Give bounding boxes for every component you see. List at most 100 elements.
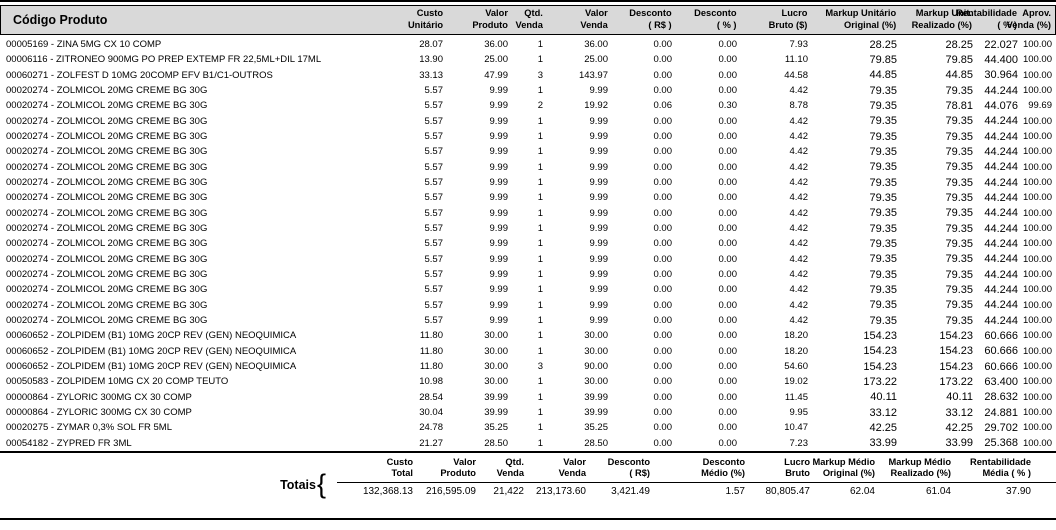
value-cell: 79.35 [869,253,897,266]
value-cell: 1 [537,284,543,296]
value-cell: 79.35 [945,222,973,235]
value-cell: 9.99 [589,315,609,327]
value-cell: 44.244 [984,222,1018,235]
value-cell: 0.00 [653,192,673,204]
value-cell: 28.25 [945,38,973,51]
product-cell: 00020274 - ZOLMICOL 20MG CREME BG 30G [6,253,208,265]
value-cell: 1 [537,146,543,158]
value-cell: 33.99 [945,437,973,450]
value-cell: 8.78 [789,100,809,112]
value-cell: 79.35 [869,130,897,143]
table-row: 00020274 - ZOLMICOL 20MG CREME BG 30G 5.5… [0,144,1056,159]
value-cell: 9.99 [589,161,609,173]
value-cell: 100.00 [1022,207,1052,219]
totals-header-line2: Bruto [785,468,810,479]
value-cell: 0.00 [718,39,738,51]
table-row: 00020274 - ZOLMICOL 20MG CREME BG 30G 5.5… [0,298,1056,313]
totals-header-line1: Custo [386,456,413,467]
totals-header-line1: Desconto [607,456,650,467]
value-cell: 1 [537,177,543,189]
value-cell: 9.99 [489,100,509,112]
value-cell: 0.00 [718,391,738,403]
value-cell: 1 [537,39,543,51]
totals-header-line2: Venda [558,468,586,479]
value-cell: 5.57 [424,177,444,189]
value-cell: 9.99 [489,177,509,189]
value-cell: 2 [537,100,543,112]
value-cell: 25.00 [584,54,608,66]
value-cell: 79.35 [869,84,897,97]
value-cell: 5.57 [424,284,444,296]
value-cell: 4.42 [789,315,809,327]
value-cell: 33.12 [869,406,897,419]
totals-value: 132,368.13 [362,486,413,498]
table-row: 00020274 - ZOLMICOL 20MG CREME BG 30G 5.5… [0,129,1056,144]
value-cell: 0.00 [718,146,738,158]
value-cell: 79.35 [869,299,897,312]
column-header-line2: Produto [472,20,508,30]
totals-label-text: Totais [280,477,316,492]
value-cell: 11.45 [784,391,808,403]
value-cell: 0.00 [718,376,738,388]
value-cell: 44.85 [869,69,897,82]
value-cell: 0.00 [718,361,738,373]
column-header-text: Aprov. Venda (%) [1007,8,1051,31]
value-cell: 100.00 [1022,391,1052,403]
column-header-line2: Unitário [407,20,444,30]
value-cell: 1 [537,85,543,97]
value-cell: 44.244 [984,191,1018,204]
value-cell: 28.50 [584,437,608,449]
value-cell: 54.60 [784,361,808,373]
product-cell: 00020274 - ZOLMICOL 20MG CREME BG 30G [6,177,208,189]
value-cell: 28.25 [869,38,897,51]
value-cell: 154.23 [939,329,973,342]
value-cell: 30.00 [584,345,608,357]
totals-underline [337,482,1056,484]
product-cell: 00020274 - ZOLMICOL 20MG CREME BG 30G [6,299,208,311]
value-cell: 30.00 [584,376,608,388]
value-cell: 9.99 [589,85,609,97]
value-cell: 44.400 [984,53,1018,66]
table-row: 00020274 - ZOLMICOL 20MG CREME BG 30G 5.5… [0,267,1056,282]
column-header: Lucro Bruto ($) [741,8,812,31]
value-cell: 0.00 [718,253,738,265]
value-cell: 0.00 [653,315,673,327]
value-cell: 79.35 [945,268,973,281]
value-cell: 0.00 [718,299,738,311]
value-cell: 154.23 [863,360,897,373]
column-header: Aprov. Venda (%) [1007,8,1055,31]
product-cell: 00020274 - ZOLMICOL 20MG CREME BG 30G [6,161,208,173]
totals-header-line1: Valor [563,456,586,467]
totals-column-header: Custo Total [340,457,416,480]
value-cell: 79.35 [869,115,897,128]
value-cell: 1 [537,330,543,342]
value-cell: 0.00 [653,131,673,143]
value-cell: 0.00 [653,253,673,265]
column-header-line1: Rentabilidade [956,8,1018,19]
value-cell: 4.42 [789,192,809,204]
value-cell: 100.00 [1022,345,1052,357]
value-cell: 9.99 [589,207,609,219]
value-cell: 5.57 [424,315,444,327]
value-cell: 0.00 [718,345,738,357]
value-cell: 4.42 [789,131,809,143]
value-cell: 0.00 [718,238,738,250]
table-row: 00020274 - ZOLMICOL 20MG CREME BG 30G 5.5… [0,252,1056,267]
value-cell: 9.99 [589,115,609,127]
value-cell: 0.00 [718,269,738,281]
product-cell: 00020274 - ZOLMICOL 20MG CREME BG 30G [6,100,208,112]
value-cell: 100.00 [1022,115,1052,127]
value-cell: 9.99 [489,146,509,158]
value-cell: 79.35 [945,176,973,189]
value-cell: 9.99 [589,269,609,281]
totals-value: 80,805.47 [765,486,811,498]
value-cell: 60.666 [984,360,1018,373]
value-cell: 39.99 [584,407,608,419]
column-header-line1: Lucro [781,8,808,19]
value-cell: 9.99 [489,207,509,219]
value-cell: 44.244 [984,237,1018,250]
table-row: 00054182 - ZYPRED FR 3ML 21.27 28.50 1 28.50… [0,436,1056,451]
totals-header-line1: Lucro [784,456,810,467]
value-cell: 1 [537,207,543,219]
value-cell: 5.57 [424,207,444,219]
